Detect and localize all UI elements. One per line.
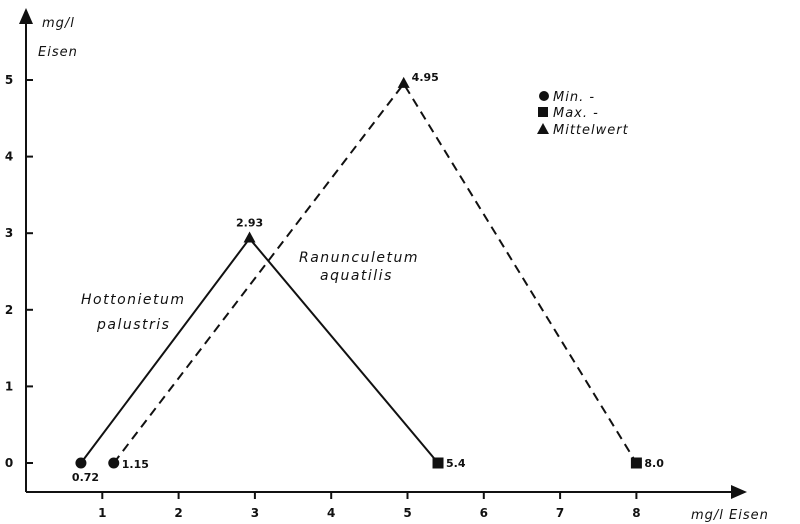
series-2-mean-point [397,76,410,88]
series-2-data-label: 4.95 [412,71,439,84]
x-axis-arrow [731,485,747,499]
series-2-data-label: 1.15 [122,458,149,471]
legend-min-label: Min. - [553,90,595,105]
y-axis-label-line2: Eisen [38,45,78,60]
legend: Min. - Max. - Mittelwert [537,90,629,138]
y-tick-label: 1 [5,379,13,393]
x-tick-label: 3 [251,506,259,520]
x-tick-label: 6 [480,506,488,520]
series-2-max-point [630,457,642,469]
axes [19,8,747,499]
series-2-min-point [108,457,120,469]
y-axis-label-line1: mg/l [42,16,75,31]
series-1-mean-point [243,231,256,243]
x-tick-label: 5 [403,506,411,520]
series-1-data-label: 5.4 [446,457,466,470]
series-1-data-label: 0.72 [72,471,99,484]
series-2-name-line2: aquatilis [320,268,393,284]
series-1-max-point [432,457,444,469]
series-1-data-label: 2.93 [236,217,263,230]
x-tick-label: 1 [98,506,106,520]
y-tick-label: 4 [5,150,13,164]
legend-circle-marker [539,91,549,101]
series-layer: 0.72 2.93 5.4 1.15 4.95 8.0 [72,71,664,484]
y-axis-arrow [19,8,33,24]
series-1-name-line1: Hottonietum [81,292,186,308]
series-2-data-label: 8.0 [644,457,664,470]
y-tick-label: 3 [5,226,13,240]
y-tick-label: 2 [5,303,13,317]
legend-mittelwert-label: Mittelwert [553,123,629,138]
x-tick-label: 4 [327,506,335,520]
x-tick-label: 2 [174,506,182,520]
x-ticks: 1 2 3 4 5 6 7 8 [98,492,641,520]
series-2-name-line1: Ranunculetum [299,250,419,266]
legend-max-label: Max. - [553,106,599,121]
x-axis-label: mg/l Eisen [691,508,769,523]
x-tick-label: 7 [556,506,564,520]
y-tick-label: 5 [5,73,13,87]
series-1-min-point [75,457,87,469]
legend-square-marker [538,107,548,117]
series-2-line [112,82,638,464]
y-tick-label: 0 [5,456,13,470]
x-tick-label: 8 [632,506,640,520]
legend-triangle-marker [537,123,549,134]
series-1-name-line2: palustris [96,317,170,333]
y-ticks: 0 1 2 3 4 5 [5,73,33,470]
